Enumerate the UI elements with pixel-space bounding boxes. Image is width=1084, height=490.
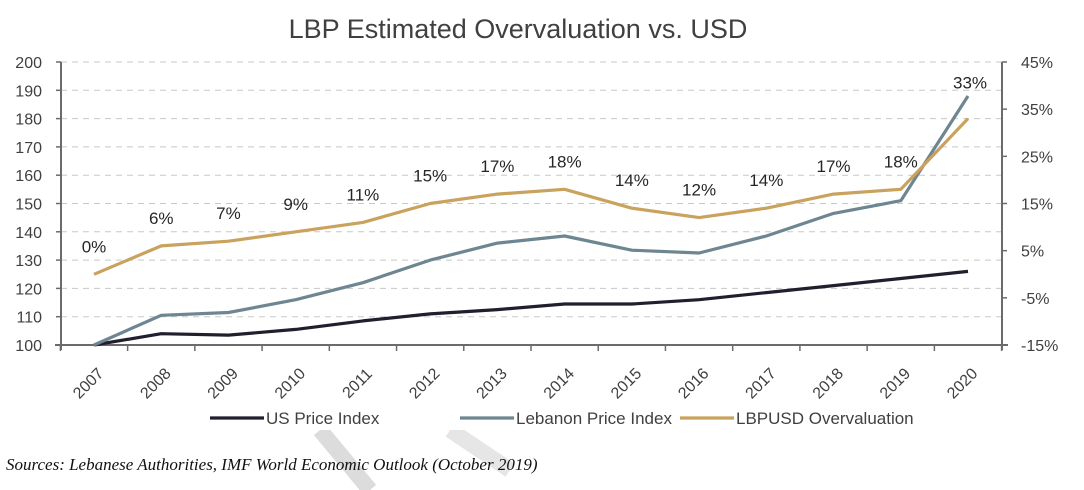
y-tick-label: 190 [15, 83, 42, 100]
data-label: 18% [548, 152, 582, 171]
x-tick-label: 2012 [406, 365, 443, 402]
x-tick-label: 2018 [810, 365, 847, 402]
gridlines [61, 62, 1002, 317]
legend: US Price Index Lebanon Price Index LBPUSD … [210, 409, 914, 428]
legend-label: Lebanon Price Index [516, 409, 672, 428]
x-tick-label: 2016 [675, 365, 712, 402]
y-tick-label: 170 [15, 140, 42, 157]
x-tick-label: 2010 [272, 365, 309, 402]
x-tick-label: 2019 [877, 365, 914, 402]
source-note: Sources: Lebanese Authorities, IMF World… [6, 455, 537, 475]
chart-title: LBP Estimated Overvaluation vs. USD [289, 14, 748, 44]
y-axis-ticks: 100 110 120 130 140 150 160 170 180 190 200 [15, 55, 61, 355]
x-tick-label: 2007 [70, 365, 107, 402]
data-label: 9% [283, 195, 308, 214]
x-tick-label: 2011 [340, 366, 376, 402]
data-label: 0% [82, 237, 107, 256]
y2-tick-label: 35% [1021, 102, 1053, 119]
data-label: 14% [749, 171, 783, 190]
legend-label: LBPUSD Overvaluation [736, 409, 914, 428]
data-label: 6% [149, 209, 174, 228]
data-label: 7% [216, 204, 241, 223]
y2-tick-label: -15% [1021, 338, 1058, 355]
y-tick-label: 100 [15, 338, 42, 355]
y-tick-label: 180 [15, 112, 42, 129]
y2-tick-label: 5% [1021, 244, 1044, 261]
x-tick-label: 2020 [944, 365, 981, 402]
data-label: 18% [884, 152, 918, 171]
y-tick-label: 200 [15, 55, 42, 72]
data-labels: 0% 6% 7% 9% 11% 15% 17% 18% 14% 12% 14% 17% 18% 33% [82, 74, 987, 257]
series-line-us-price-index [94, 271, 968, 345]
y2-tick-label: 15% [1021, 197, 1053, 214]
data-label: 14% [615, 171, 649, 190]
x-tick-label: 2009 [205, 365, 242, 402]
data-label: 11% [347, 185, 380, 204]
x-axis-ticks: 2007 2008 2009 2010 2011 2012 2013 2014 2015 2016… [60, 345, 1001, 402]
x-tick-label: 2014 [541, 365, 578, 402]
y2-tick-label: 25% [1021, 149, 1053, 166]
y-tick-label: 150 [15, 197, 42, 214]
data-label: 12% [682, 181, 716, 200]
y-tick-label: 140 [15, 225, 42, 242]
x-tick-label: 2017 [743, 365, 780, 402]
y-tick-label: 120 [15, 281, 42, 298]
data-label: 17% [817, 157, 851, 176]
x-tick-label: 2013 [474, 365, 511, 402]
y2-tick-label: 45% [1021, 55, 1053, 72]
data-label: 15% [413, 167, 447, 186]
data-label: 17% [480, 157, 514, 176]
x-tick-label: 2008 [137, 365, 174, 402]
y-tick-label: 130 [15, 253, 42, 270]
x-tick-label: 2015 [608, 365, 645, 402]
data-label: 33% [953, 74, 987, 93]
y2-tick-label: -5% [1021, 291, 1049, 308]
y-tick-label: 160 [15, 168, 42, 185]
legend-label: US Price Index [266, 409, 380, 428]
y-tick-label: 110 [16, 310, 42, 327]
series-line-lbpusd-overvaluation [94, 119, 968, 275]
y2-axis-ticks: -15% -5% 5% 15% 25% 35% 45% [1002, 55, 1058, 355]
